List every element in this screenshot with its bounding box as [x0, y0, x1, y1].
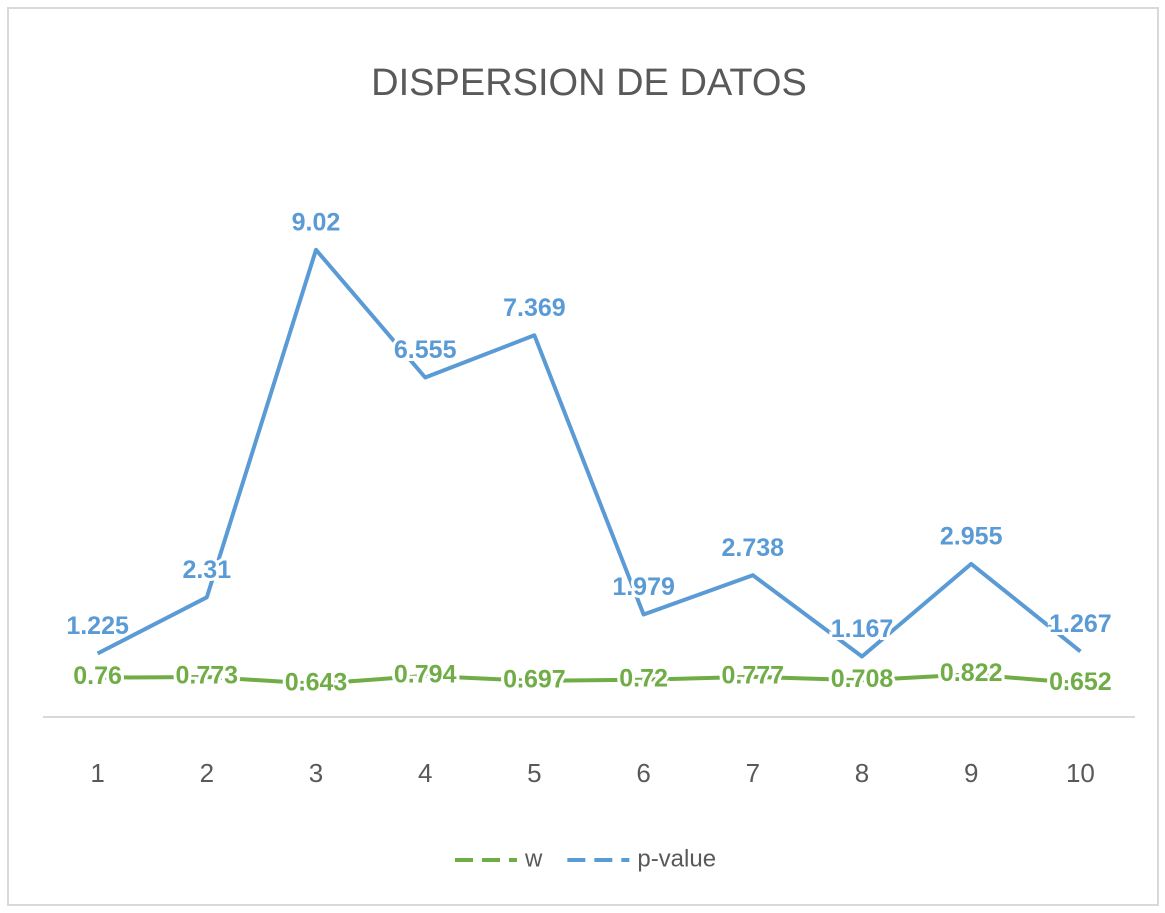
series-line: [96, 247, 1082, 659]
data-label: 2.31: [182, 556, 231, 584]
data-label: 0.76: [73, 662, 122, 690]
data-label: 0.643: [285, 668, 348, 696]
x-tick-label: 3: [309, 758, 323, 788]
x-tick-label: 1: [90, 758, 104, 788]
data-label: 0.652: [1049, 668, 1112, 696]
x-tick-label: 6: [636, 758, 650, 788]
data-label: 6.555: [394, 336, 457, 364]
series-line: [97, 672, 1081, 686]
data-label: 9.02: [292, 208, 341, 236]
data-label: 0.777: [722, 661, 785, 689]
data-label: 0.794: [394, 660, 457, 688]
data-label: 1.267: [1049, 610, 1112, 638]
data-label: 1.225: [66, 612, 129, 640]
data-label: 2.955: [940, 523, 1003, 551]
x-tick-label: 4: [418, 758, 432, 788]
x-tick-label: 10: [1066, 758, 1095, 788]
chart-title: DISPERSION DE DATOS: [371, 62, 807, 104]
data-label: 0.697: [503, 666, 566, 694]
data-label: 1.167: [831, 615, 894, 643]
legend-label: w: [524, 845, 543, 872]
data-label: 0.773: [176, 662, 239, 690]
x-tick-label: 2: [200, 758, 214, 788]
data-label: 0.822: [940, 659, 1003, 687]
x-tick-label: 8: [855, 758, 869, 788]
x-tick-label: 9: [964, 758, 978, 788]
data-label: 0.708: [831, 665, 894, 693]
x-tick-label: 5: [527, 758, 541, 788]
data-label: 1.979: [612, 573, 675, 601]
x-tick-label: 7: [746, 758, 760, 788]
legend-label: p-value: [637, 845, 716, 872]
data-label: 7.369: [503, 294, 566, 322]
data-label: 2.738: [722, 534, 785, 562]
data-label: 0.72: [619, 664, 668, 692]
